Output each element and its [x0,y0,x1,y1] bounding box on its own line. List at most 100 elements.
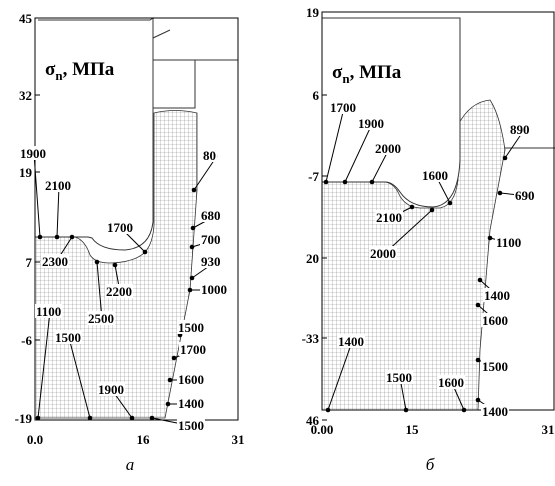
label-bg [19,146,47,160]
title-subscript: n [342,71,350,86]
label-bg [41,254,69,268]
y-tick-label: 7 [26,255,33,270]
probe-point [69,234,75,240]
stress-label: 1900 [358,116,384,131]
label-bg [514,188,536,202]
stress-label: 2000 [375,141,401,156]
label-bg [385,370,413,384]
probe-point [189,275,195,281]
probe-point [189,244,195,250]
y-tick-label: 6 [313,88,320,103]
y-tick-label: 19 [306,5,320,20]
label-bg [481,404,509,418]
label-bg [200,208,222,222]
stress-label: 1500 [55,330,81,345]
stress-label: 1600 [438,375,464,390]
probe-point [323,179,329,185]
punch [35,17,154,251]
y-tick-label: -7 [308,169,319,184]
stress-label: 1400 [178,396,204,411]
stress-label: 1500 [482,359,508,374]
probe-point [129,415,135,421]
title-unit: , МПа [350,62,402,83]
leader-line [327,341,353,411]
x-tick-label: 16 [137,432,151,447]
label-bg [495,235,523,249]
x-tick-label: 0.00 [311,422,334,437]
y-tick-label: 45 [19,11,33,26]
probe-point [191,187,197,193]
x-tick-label: 31 [232,432,245,447]
x-tick-label: 31 [542,422,555,437]
stress-label: 2500 [88,311,114,326]
probe-point [325,407,331,413]
stress-label: 1500 [178,418,204,433]
probe-point [35,415,41,421]
y-tick-label: 19 [19,165,33,180]
probe-point [342,179,348,185]
stress-label: 2000 [370,246,396,261]
title-symbol: σ [332,62,343,83]
leader-line [68,337,91,419]
stress-label: 890 [510,122,530,137]
y-tick-label: -6 [21,333,32,348]
stress-label: 1000 [201,282,227,297]
probe-point [54,234,60,240]
label-bg [35,304,63,318]
label-bg [200,254,222,268]
probe-point [94,259,100,265]
probe-point [403,407,409,413]
leader-line [33,153,41,238]
stress-label: 1500 [178,320,204,335]
stress-label: 690 [515,188,535,203]
label-bg [329,100,357,114]
probe-point [475,302,481,308]
stress-label: 1700 [107,220,133,235]
panel-caption: б [426,455,435,474]
x-tick-label: 15 [406,422,420,437]
leader-line [56,185,60,238]
probe-point [409,204,415,210]
stress-label: 2100 [45,178,71,193]
probe-point [171,355,177,361]
label-bg [357,116,385,130]
probe-point [37,234,43,240]
label-bg [481,313,509,327]
title-subscript: n [55,68,63,83]
probe-point [369,179,375,185]
probe-point [87,415,93,421]
stress-label: 1500 [386,370,412,385]
probe-point [487,235,493,241]
stress-label: 2100 [376,210,402,225]
label-bg [177,372,205,386]
stress-label: 80 [203,148,216,163]
stress-label: 700 [201,232,221,247]
probe-point [447,200,453,206]
y-tick-label: 32 [19,88,32,103]
stress-label: 1700 [330,100,356,115]
leader-line [344,123,373,183]
leader-line [325,107,345,183]
title-symbol: σ [45,59,56,80]
label-bg [202,148,217,162]
punch [322,17,461,208]
y-tick-label: 46 [306,413,320,428]
leader-line [37,311,51,419]
label-bg [105,284,133,298]
stress-label: 1600 [178,372,204,387]
label-bg [177,418,205,432]
probe-point [149,415,155,421]
label-bg [481,359,509,373]
label-bg [509,122,531,136]
panel-title: σn, МПа [45,59,115,83]
label-bg [374,141,402,155]
label-bg [421,168,449,182]
panel-title: σn, МПа [332,62,402,86]
axes-frame [34,17,239,421]
panel-caption: а [126,455,135,474]
probe-point [477,277,483,283]
title-unit: , МПа [63,59,115,80]
label-bg [97,382,125,396]
label-bg [106,220,134,234]
leader-line [96,261,103,320]
